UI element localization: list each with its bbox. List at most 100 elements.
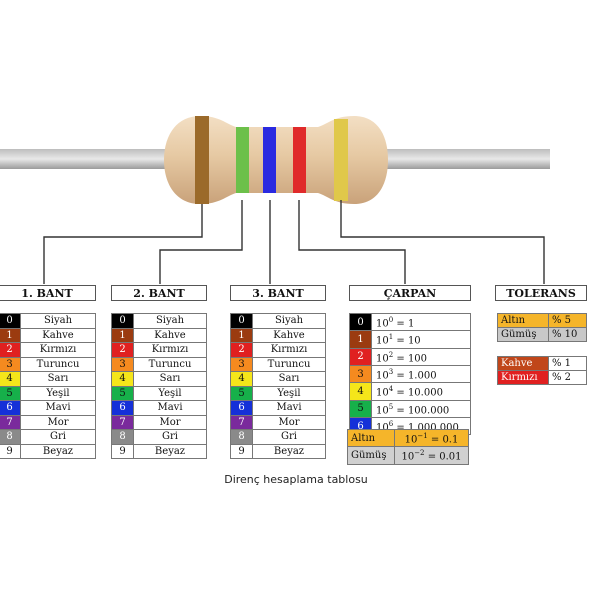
color-name: Beyaz: [133, 443, 207, 459]
multiplier-row: 2 102 = 100: [349, 347, 471, 366]
tolerance-row: Kahve% 1: [497, 356, 587, 371]
header-band2: 2. BANT: [111, 285, 207, 301]
color-digit: 1: [230, 327, 253, 343]
multiplier-value: 104 = 10.000: [371, 382, 471, 401]
tolerance-gold-silver-table: Altın% 5 Gümüş% 10: [497, 313, 587, 342]
tolerance-value: % 2: [548, 370, 587, 385]
color-row: 7 Mor: [111, 414, 207, 430]
multiplier-row: 5 105 = 100.000: [349, 399, 471, 418]
color-row: 6 Mavi: [0, 400, 96, 416]
tolerance-row: Altın% 5: [497, 313, 587, 328]
color-digit: 6: [0, 400, 21, 416]
fraction-exponent: −2: [414, 449, 425, 458]
multiplier-digit: 4: [349, 382, 372, 401]
color-name: Kahve: [20, 327, 96, 343]
color-name: Turuncu: [252, 356, 326, 372]
color-name: Sarı: [20, 371, 96, 387]
tolerance-name: Gümüş: [497, 327, 549, 342]
color-digit: 7: [111, 414, 134, 430]
multiplier-base: 10: [376, 370, 389, 382]
connector-band2: [159, 200, 243, 284]
multiplier-result: = 1: [393, 318, 415, 330]
band2-color-table: 0 Siyah 1 Kahve 2 Kırmızı 3 Turuncu 4 Sarı 5 Yeşil 6…: [111, 313, 207, 459]
fraction-result: = 0.01: [424, 451, 462, 463]
color-row: 8 Gri: [111, 429, 207, 445]
color-digit: 3: [230, 356, 253, 372]
color-digit: 2: [111, 342, 134, 358]
color-digit: 8: [230, 429, 253, 445]
color-row: 2 Kırmızı: [230, 342, 326, 358]
multiplier-row: 4 104 = 10.000: [349, 382, 471, 401]
multiplier-result: = 100.000: [393, 404, 450, 416]
color-row: 0 Siyah: [0, 313, 96, 329]
color-name: Mor: [20, 414, 96, 430]
color-digit: 9: [230, 443, 253, 459]
color-name: Gri: [252, 429, 326, 445]
resistor-lead-left: [0, 149, 180, 169]
fraction-multiplier-value: 10−1 = 0.1: [394, 428, 469, 448]
color-row: 3 Turuncu: [230, 356, 326, 372]
connector-band1: [43, 204, 203, 284]
fraction-multiplier-table: Altın 10−1 = 0.1 Gümüş 10−2 = 0.01: [347, 428, 469, 465]
color-name: Turuncu: [133, 356, 207, 372]
fraction-multiplier-row: Gümüş 10−2 = 0.01: [347, 446, 469, 465]
header-band1: 1. BANT: [0, 285, 96, 301]
color-name: Kahve: [133, 327, 207, 343]
color-name: Kırmızı: [133, 342, 207, 358]
color-digit: 7: [0, 414, 21, 430]
color-name: Beyaz: [20, 443, 96, 459]
color-row: 1 Kahve: [111, 327, 207, 343]
color-row: 2 Kırmızı: [0, 342, 96, 358]
color-digit: 4: [230, 371, 253, 387]
connector-lines: [43, 200, 545, 284]
color-row: 0 Siyah: [111, 313, 207, 329]
multiplier-base: 10: [376, 422, 389, 434]
resistor-lead-right: [360, 149, 550, 169]
multiplier-table: 0 100 = 1 1 101 = 10 2 102 = 100 3 103 = 1.000 4…: [349, 312, 471, 436]
color-digit: 6: [230, 400, 253, 416]
color-name: Mor: [252, 414, 326, 430]
color-name: Siyah: [20, 313, 96, 329]
multiplier-exponent: 6: [388, 419, 394, 428]
color-digit: 0: [230, 313, 253, 329]
tolerance-brown-red-table: Kahve% 1 Kırmızı% 2: [497, 356, 587, 385]
color-name: Siyah: [133, 313, 207, 329]
color-digit: 1: [0, 327, 21, 343]
resistor-band-1: [195, 116, 209, 204]
color-row: 4 Sarı: [0, 371, 96, 387]
color-name: Sarı: [252, 371, 326, 387]
header-multiplier: ÇARPAN: [349, 285, 471, 301]
color-name: Sarı: [133, 371, 207, 387]
multiplier-value: 101 = 10: [371, 330, 471, 349]
multiplier-result: = 100: [393, 352, 428, 364]
fraction-multiplier-name: Gümüş: [347, 446, 395, 465]
multiplier-digit: 2: [349, 347, 372, 366]
color-name: Yeşil: [133, 385, 207, 401]
color-row: 5 Yeşil: [0, 385, 96, 401]
multiplier-value: 102 = 100: [371, 347, 471, 366]
color-row: 1 Kahve: [0, 327, 96, 343]
color-row: 3 Turuncu: [0, 356, 96, 372]
color-row: 3 Turuncu: [111, 356, 207, 372]
color-digit: 0: [0, 313, 21, 329]
fraction-multiplier-name: Altın: [347, 428, 395, 448]
multiplier-digit: 0: [349, 312, 372, 332]
fraction-multiplier-row: Altın 10−1 = 0.1: [347, 428, 469, 448]
color-digit: 4: [0, 371, 21, 387]
color-name: Gri: [133, 429, 207, 445]
color-digit: 7: [230, 414, 253, 430]
color-name: Gri: [20, 429, 96, 445]
color-digit: 8: [0, 429, 21, 445]
connector-tolerance: [340, 200, 545, 284]
multiplier-value: 100 = 1: [371, 312, 471, 332]
color-name: Beyaz: [252, 443, 326, 459]
color-digit: 8: [111, 429, 134, 445]
color-row: 0 Siyah: [230, 313, 326, 329]
multiplier-exponent: 1: [388, 333, 394, 342]
color-row: 6 Mavi: [230, 400, 326, 416]
multiplier-value: 105 = 100.000: [371, 399, 471, 418]
color-name: Siyah: [252, 313, 326, 329]
resistor-band-tolerance: [334, 119, 348, 201]
color-name: Turuncu: [20, 356, 96, 372]
